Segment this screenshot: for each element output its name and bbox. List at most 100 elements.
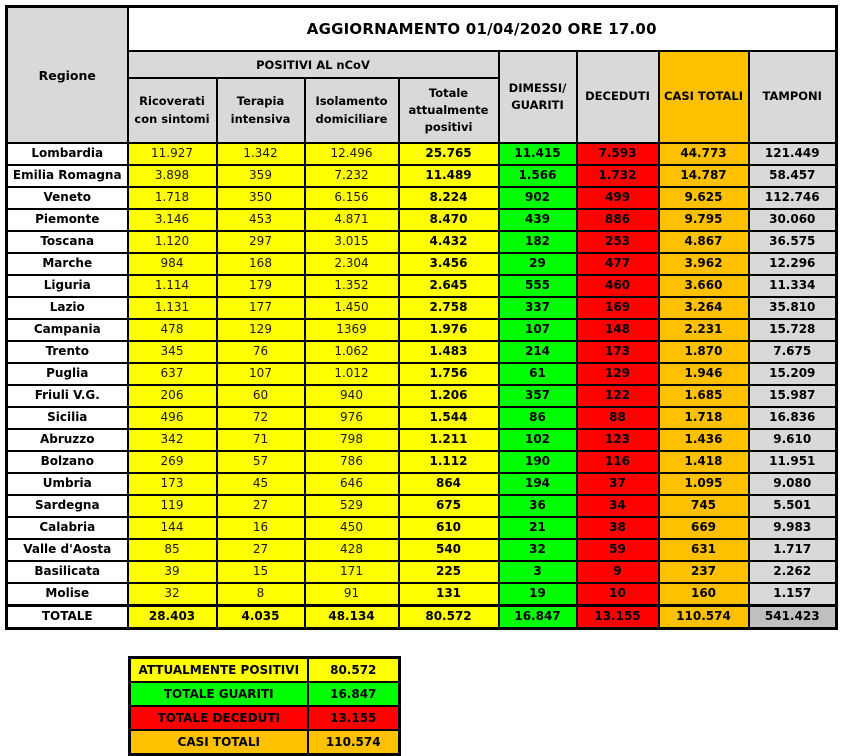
table-row: Emilia Romagna 3.898 359 7.232 11.489 1.566 1.… xyxy=(5,164,838,188)
region-name: Sicilia xyxy=(5,406,129,430)
legend-value: 13.155 xyxy=(306,705,401,731)
cell-terapia-intensiva: 177 xyxy=(215,296,306,320)
table-row: Veneto 1.718 350 6.156 8.224 902 499 9.625 112.7… xyxy=(5,186,838,210)
legend-row: TOTALE GUARITI 16.847 xyxy=(128,681,401,707)
col-header-terapia-intensiva: Terapia intensiva xyxy=(215,77,306,144)
cell-ricoverati-con-sintomi: 3.146 xyxy=(126,208,218,232)
cell-deceduti: 37 xyxy=(575,472,660,496)
region-name: Puglia xyxy=(5,362,129,386)
cell-deceduti: 7.593 xyxy=(575,142,660,166)
legend-row: TOTALE DECEDUTI 13.155 xyxy=(128,705,401,731)
cell-casi-totali: 1.436 xyxy=(657,428,750,452)
cell-dimessi-guariti: 11.415 xyxy=(497,142,578,166)
cell-dimessi-guariti: 555 xyxy=(497,274,578,298)
cell-isolamento-domiciliare: 7.232 xyxy=(303,164,400,188)
cell-dimessi-guariti: 86 xyxy=(497,406,578,430)
cell-isolamento-domiciliare: 428 xyxy=(303,538,400,562)
cell-terapia-intensiva: 453 xyxy=(215,208,306,232)
cell-tamponi: 30.060 xyxy=(747,208,838,232)
cell-deceduti: 499 xyxy=(575,186,660,210)
cell-casi-totali: 2.231 xyxy=(657,318,750,342)
cell-ricoverati-con-sintomi: 269 xyxy=(126,450,218,474)
region-name: Molise xyxy=(5,582,129,607)
cell-ricoverati-con-sintomi: 11.927 xyxy=(126,142,218,166)
table-title: AGGIORNAMENTO 01/04/2020 ORE 17.00 xyxy=(126,5,838,52)
cell-terapia-intensiva: 72 xyxy=(215,406,306,430)
cell-ricoverati-con-sintomi: 637 xyxy=(126,362,218,386)
cell-ricoverati-con-sintomi: 119 xyxy=(126,494,218,518)
region-name: Calabria xyxy=(5,516,129,540)
covid-regions-table: Regione AGGIORNAMENTO 01/04/2020 ORE 17.… xyxy=(5,5,838,630)
cell-dimessi-guariti: 902 xyxy=(497,186,578,210)
cell-casi-totali: 9.625 xyxy=(657,186,750,210)
legend-row: CASI TOTALI 110.574 xyxy=(128,729,401,756)
region-name: Lazio xyxy=(5,296,129,320)
region-name: Marche xyxy=(5,252,129,276)
cell-dimessi-guariti: 190 xyxy=(497,450,578,474)
table-row: Trento 345 76 1.062 1.483 214 173 1.870 7.675 xyxy=(5,340,838,364)
cell-casi-totali: 3.264 xyxy=(657,296,750,320)
cell-terapia-intensiva: 60 xyxy=(215,384,306,408)
cell-dimessi-guariti: 32 xyxy=(497,538,578,562)
positivi-group-header: POSITIVI AL nCoV xyxy=(126,50,500,79)
summary-legend-table: ATTUALMENTE POSITIVI 80.572 TOTALE GUARITI… xyxy=(128,656,401,756)
legend-value: 110.574 xyxy=(306,729,401,756)
cell-totale-attualmente-positivi: 1.206 xyxy=(397,384,500,408)
cell-tamponi: 11.334 xyxy=(747,274,838,298)
cell-isolamento-domiciliare: 646 xyxy=(303,472,400,496)
region-name: Veneto xyxy=(5,186,129,210)
cell-totale-attualmente-positivi: 3.456 xyxy=(397,252,500,276)
cell-totale-attualmente-positivi: 8.224 xyxy=(397,186,500,210)
cell-tamponi: 1.717 xyxy=(747,538,838,562)
table-row: Valle d'Aosta 85 27 428 540 32 59 631 1.717 xyxy=(5,538,838,562)
cell-totale-attualmente-positivi: 1.544 xyxy=(397,406,500,430)
cell-terapia-intensiva: 8 xyxy=(215,582,306,607)
cell-casi-totali: 669 xyxy=(657,516,750,540)
col-header-dimessi-guariti: DIMESSI/ GUARITI xyxy=(497,50,578,144)
region-name: Piemonte xyxy=(5,208,129,232)
cell-terapia-intensiva: 45 xyxy=(215,472,306,496)
table-row: Bolzano 269 57 786 1.112 190 116 1.418 11.951 xyxy=(5,450,838,474)
region-name: Trento xyxy=(5,340,129,364)
region-name: Basilicata xyxy=(5,560,129,584)
cell-ricoverati-con-sintomi: 3.898 xyxy=(126,164,218,188)
cell-totale-attualmente-positivi: 1.112 xyxy=(397,450,500,474)
region-name: Friuli V.G. xyxy=(5,384,129,408)
cell-terapia-intensiva: 107 xyxy=(215,362,306,386)
cell-isolamento-domiciliare: 450 xyxy=(303,516,400,540)
legend-value: 80.572 xyxy=(306,656,401,683)
cell-terapia-intensiva: 359 xyxy=(215,164,306,188)
region-name: Liguria xyxy=(5,274,129,298)
cell-tamponi: 7.675 xyxy=(747,340,838,364)
region-name: Campania xyxy=(5,318,129,342)
region-column-header: Regione xyxy=(5,5,129,144)
table-row: Abruzzo 342 71 798 1.211 102 123 1.436 9.610 xyxy=(5,428,838,452)
cell-tamponi: 1.157 xyxy=(747,582,838,607)
legend-label: ATTUALMENTE POSITIVI xyxy=(128,656,309,683)
table-body: Lombardia 11.927 1.342 12.496 25.765 11.415 7.… xyxy=(5,142,838,630)
table-row: Umbria 173 45 646 864 194 37 1.095 9.080 xyxy=(5,472,838,496)
legend-label: CASI TOTALI xyxy=(128,729,309,756)
cell-deceduti: 460 xyxy=(575,274,660,298)
cell-casi-totali: 14.787 xyxy=(657,164,750,188)
cell-casi-totali: 1.095 xyxy=(657,472,750,496)
cell-ricoverati-con-sintomi: 1.131 xyxy=(126,296,218,320)
cell-isolamento-domiciliare: 6.156 xyxy=(303,186,400,210)
legend-row: ATTUALMENTE POSITIVI 80.572 xyxy=(128,656,401,683)
cell-casi-totali: 110.574 xyxy=(657,604,750,630)
cell-totale-attualmente-positivi: 1.976 xyxy=(397,318,500,342)
cell-casi-totali: 160 xyxy=(657,582,750,607)
cell-terapia-intensiva: 350 xyxy=(215,186,306,210)
cell-deceduti: 1.732 xyxy=(575,164,660,188)
cell-terapia-intensiva: 27 xyxy=(215,538,306,562)
cell-tamponi: 15.209 xyxy=(747,362,838,386)
cell-isolamento-domiciliare: 786 xyxy=(303,450,400,474)
cell-totale-attualmente-positivi: 610 xyxy=(397,516,500,540)
cell-isolamento-domiciliare: 1.062 xyxy=(303,340,400,364)
cell-terapia-intensiva: 129 xyxy=(215,318,306,342)
cell-tamponi: 15.728 xyxy=(747,318,838,342)
cell-totale-attualmente-positivi: 864 xyxy=(397,472,500,496)
table-row: Piemonte 3.146 453 4.871 8.470 439 886 9.795 30.… xyxy=(5,208,838,232)
cell-deceduti: 13.155 xyxy=(575,604,660,630)
cell-deceduti: 59 xyxy=(575,538,660,562)
